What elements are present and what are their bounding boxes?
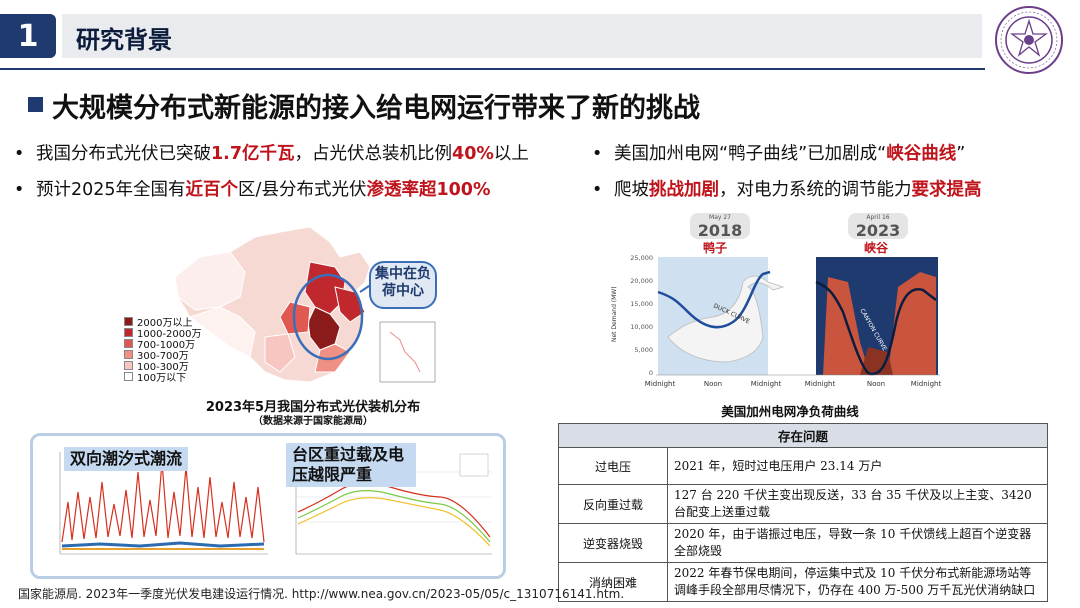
legend-label: 700-1000万 xyxy=(137,340,196,351)
highlighted-text: 渗透率超100% xyxy=(366,180,491,200)
bullet-text: 爬坡挑战加剧，对电力系统的调节能力要求提高 xyxy=(614,180,982,200)
bullet-text-part: ，占光伏总装机比例 xyxy=(294,144,453,164)
xtick: Midnight xyxy=(645,380,676,388)
bullet-right-2: • 爬坡挑战加剧，对电力系统的调节能力要求提高 xyxy=(592,180,982,200)
legend-swatch xyxy=(124,361,133,370)
xtick: Midnight xyxy=(805,380,836,388)
highlighted-text: 峡谷曲线 xyxy=(886,144,957,164)
legend-label: 100万以下 xyxy=(137,373,187,384)
university-seal-logo xyxy=(995,6,1063,74)
bullet-left-2: • 预计2025年全国有近百个区/县分布式光伏渗透率超100% xyxy=(14,180,491,200)
section-number-badge: 1 xyxy=(0,14,56,58)
bullet-text-part: ” xyxy=(956,144,966,164)
bullet-text-part: ，对电力系统的调节能力 xyxy=(719,180,912,200)
legend-swatch xyxy=(124,372,133,381)
legend-swatch xyxy=(124,328,133,337)
slide-headline: 大规模分布式新能源的接入给电网运行带来了新的挑战 xyxy=(52,93,700,124)
issue-detail: 127 台 220 千伏主变出现反送，33 台 35 千伏及以上主变、3420 … xyxy=(667,484,1048,524)
legend-label: 100-300万 xyxy=(137,362,189,373)
map-caption: 2023年5月我国分布式光伏装机分布 xyxy=(205,400,421,415)
highlighted-text: 近百个 xyxy=(185,180,239,200)
highlighted-text: 40% xyxy=(452,144,494,164)
legend-item: 300-700万 xyxy=(124,349,202,362)
bullet-text-part: 预计2025年全国有 xyxy=(36,180,186,200)
duck-label: 鸭子 xyxy=(703,241,728,255)
date-label: April 16 xyxy=(866,214,890,221)
highlighted-text: 挑战加剧 xyxy=(649,180,719,200)
issue-name: 逆变器烧毁 xyxy=(558,523,668,563)
headline-square-marker xyxy=(28,97,43,112)
map-callout-label: 集中在负荷中心 xyxy=(375,266,431,299)
section-title: 研究背景 xyxy=(76,26,172,54)
table-row: 过电压 2021 年，短时过电压用户 23.14 万户 xyxy=(558,447,1048,485)
table-header: 存在问题 xyxy=(558,423,1048,448)
legend-item: 100万以下 xyxy=(124,371,202,384)
ytick: 20,000 xyxy=(630,277,653,285)
bullet-text: 我国分布式光伏已突破1.7亿千瓦，占光伏总装机比例40%以上 xyxy=(36,144,529,164)
ytick: 10,000 xyxy=(630,323,653,331)
footnote-reference: 国家能源局. 2023年一季度光伏发电建设运行情况. http://www.ne… xyxy=(18,587,625,601)
table-row: 反向重过载 127 台 220 千伏主变出现反送，33 台 35 千伏及以上主变、… xyxy=(558,484,1048,524)
table-row: 逆变器烧毁 2020 年，由于谐振过电压，导致一条 10 千伏馈线上超百个逆变器全… xyxy=(558,523,1048,563)
map-legend: 2000万以上 1000-2000万 700-1000万 300-700万 100-30… xyxy=(124,316,202,384)
highlighted-text: 要求提高 xyxy=(911,180,982,200)
issue-name: 消纳困难 xyxy=(558,562,668,602)
bullet-text-part: 爬坡 xyxy=(614,180,649,200)
legend-swatch xyxy=(124,350,133,359)
table-row: 消纳困难 2022 年春节保电期间，停运集中式及 10 千伏分布式新能源场站等调峰… xyxy=(558,562,1048,602)
year-label: 2023 xyxy=(855,221,901,240)
legend-item: 1000-2000万 xyxy=(124,327,202,340)
issue-detail: 2022 年春节保电期间，停运集中式及 10 千伏分布式新能源场站等调峰手段全部… xyxy=(667,562,1048,602)
bullet-text-part: 区/县分布式光伏 xyxy=(238,180,367,200)
issue-name: 过电压 xyxy=(558,447,668,485)
year-badge-2023: April 16 2023 xyxy=(848,213,908,240)
issue-detail: 2020 年，由于谐振过电压，导致一条 10 千伏馈线上超百个逆变器全部烧毁 xyxy=(667,523,1048,563)
highlighted-text: 1.7亿千瓦 xyxy=(211,144,295,164)
legend-label: 300-700万 xyxy=(137,351,189,362)
header-bar xyxy=(62,14,982,58)
bidirectional-flow-chart xyxy=(59,452,268,555)
year-label: 2018 xyxy=(697,221,743,240)
year-badge-2018: May 27 2018 xyxy=(690,213,750,240)
bullet-right-1: • 美国加州电网“鸭子曲线”已加剧成“峡谷曲线” xyxy=(592,144,966,164)
china-pv-distribution-map xyxy=(174,226,437,383)
legend-item: 700-1000万 xyxy=(124,338,202,351)
issue-detail: 2021 年，短时过电压用户 23.14 万户 xyxy=(667,447,1048,485)
xtick: Midnight xyxy=(911,380,942,388)
overload-voltage-label: 台区重过载及电压越限严重 xyxy=(286,443,416,487)
map-subcaption: （数据来源于国家能源局） xyxy=(253,416,373,427)
ytick: 0 xyxy=(649,369,653,377)
legend-swatch xyxy=(124,317,133,326)
bullet-text: 美国加州电网“鸭子曲线”已加剧成“峡谷曲线” xyxy=(614,144,965,164)
legend-label: 2000万以上 xyxy=(137,318,193,329)
ytick: 15,000 xyxy=(630,300,653,308)
ytick: 25,000 xyxy=(630,254,653,262)
date-label: May 27 xyxy=(709,214,731,221)
bidirectional-flow-label: 双向潮汐式潮流 xyxy=(64,447,189,471)
xtick: Noon xyxy=(867,380,885,388)
xtick: Noon xyxy=(704,380,722,388)
legend-swatch xyxy=(124,339,133,348)
legend-label: 1000-2000万 xyxy=(137,329,202,340)
ytick: 5,000 xyxy=(634,346,653,354)
net-load-curve-chart: 25,000 20,000 15,000 10,000 5,000 0 Net … xyxy=(611,254,942,388)
y-axis-label: Net Demand (MW) xyxy=(611,286,618,342)
header-divider xyxy=(0,68,985,70)
net-load-caption: 美国加州电网净负荷曲线 xyxy=(721,404,859,419)
bullet-text-part: 我国分布式光伏已突破 xyxy=(36,144,211,164)
legend-item: 100-300万 xyxy=(124,360,202,373)
bullet-text-part: 以上 xyxy=(493,144,529,164)
bullet-text-part: 美国加州电网“鸭子曲线”已加剧成“ xyxy=(614,144,887,164)
issues-table: 存在问题 过电压 2021 年，短时过电压用户 23.14 万户 反向重过载 127… xyxy=(558,423,1048,602)
issue-name: 反向重过载 xyxy=(558,484,668,524)
legend-item: 2000万以上 xyxy=(124,316,202,329)
xtick: Midnight xyxy=(751,380,782,388)
canyon-label: 峡谷 xyxy=(864,241,889,255)
bullet-left-1: • 我国分布式光伏已突破1.7亿千瓦，占光伏总装机比例40%以上 xyxy=(14,144,529,164)
bullet-text: 预计2025年全国有近百个区/县分布式光伏渗透率超100% xyxy=(36,180,491,200)
